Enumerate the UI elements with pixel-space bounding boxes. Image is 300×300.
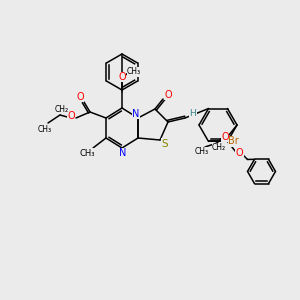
Text: CH₃: CH₃: [127, 68, 141, 76]
Text: O: O: [76, 92, 84, 102]
Text: O: O: [236, 148, 243, 158]
Text: Br: Br: [228, 136, 239, 146]
Text: N: N: [119, 148, 127, 158]
Text: O: O: [118, 72, 126, 82]
Text: CH₂: CH₂: [55, 104, 69, 113]
Text: N: N: [132, 109, 140, 119]
Text: CH₃: CH₃: [38, 124, 52, 134]
Text: S: S: [162, 139, 168, 149]
Text: H: H: [190, 109, 196, 118]
Text: CH₂: CH₂: [212, 143, 226, 152]
Text: O: O: [221, 132, 229, 142]
Text: O: O: [67, 111, 75, 121]
Text: O: O: [164, 90, 172, 100]
Text: CH₃: CH₃: [79, 148, 95, 158]
Text: CH₃: CH₃: [195, 148, 209, 157]
